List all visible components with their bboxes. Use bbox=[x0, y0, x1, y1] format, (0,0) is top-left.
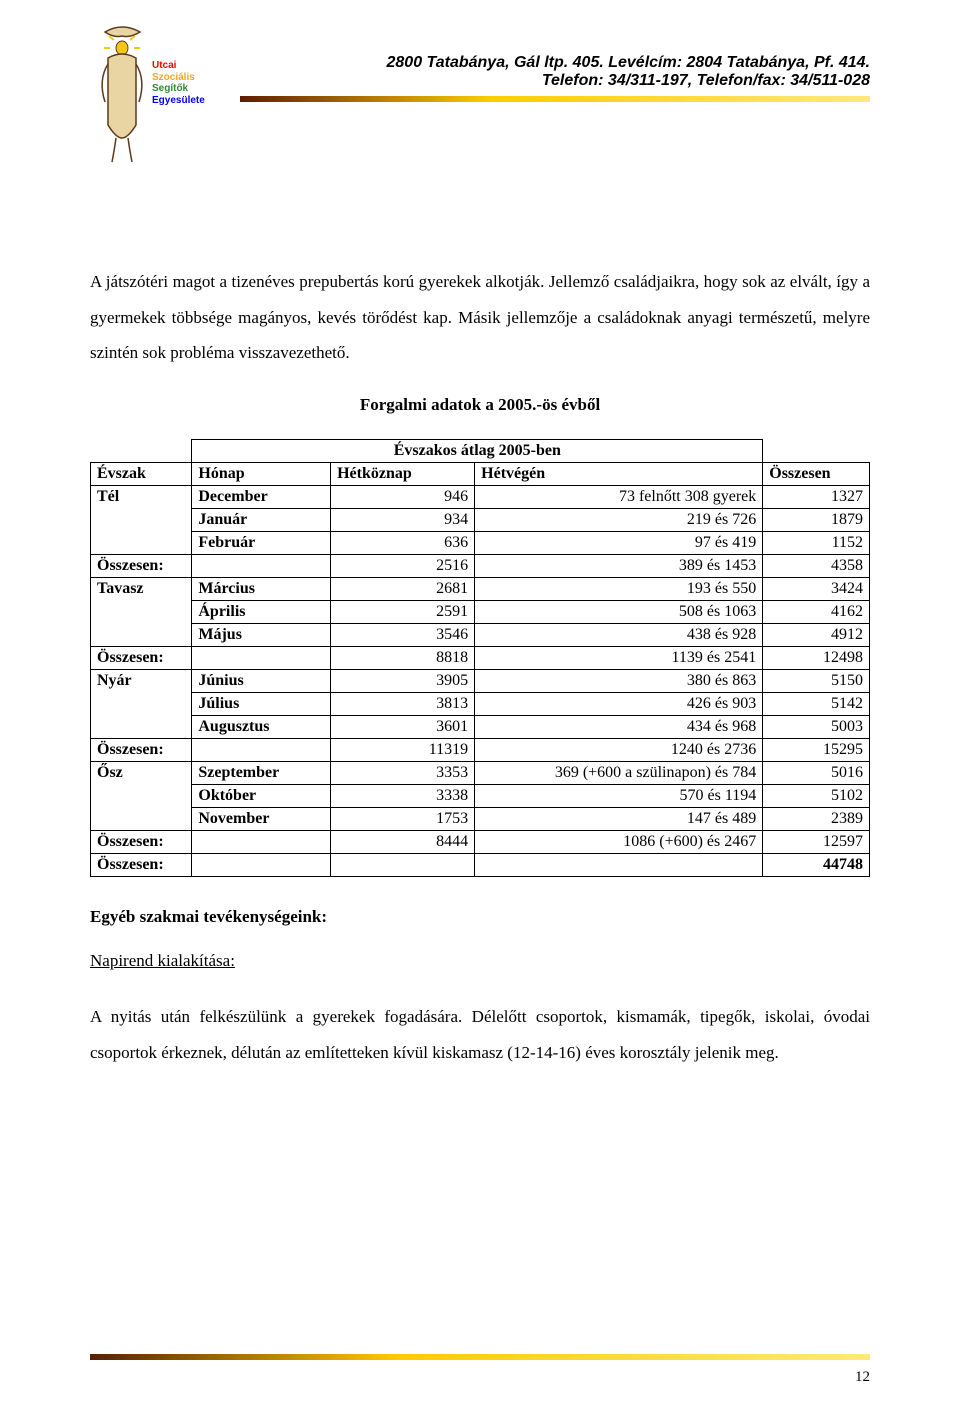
table-row: Tél December 946 73 felnőtt 308 gyerek 1… bbox=[91, 486, 870, 509]
table-row-sum: Összesen: 2516 389 és 1453 4358 bbox=[91, 555, 870, 578]
section-other-activities: Egyéb szakmai tevékenységeink: bbox=[90, 907, 870, 927]
th-osszesen: Összesen bbox=[763, 463, 870, 486]
table-row: Január 934 219 és 726 1879 bbox=[91, 509, 870, 532]
org-line-4: Egyesülete bbox=[152, 95, 205, 106]
table-caption: Forgalmi adatok a 2005.-ös évből bbox=[90, 395, 870, 415]
content: A játszótéri magot a tizenéves prepubert… bbox=[90, 164, 870, 1070]
logo-area: Utcai Szociális Segítők Egyesülete bbox=[90, 20, 230, 160]
seasonal-table: Évszakos átlag 2005-ben Évszak Hónap Hét… bbox=[90, 439, 870, 877]
table-row-sum: Összesen: 8818 1139 és 2541 12498 bbox=[91, 647, 870, 670]
header-divider bbox=[240, 96, 870, 102]
paragraph-2: A nyitás után felkészülünk a gyerekek fo… bbox=[90, 999, 870, 1070]
org-line-3: Segítők bbox=[152, 83, 188, 94]
table-row: November 1753 147 és 489 2389 bbox=[91, 808, 870, 831]
th-hetvegen: Hétvégén bbox=[475, 463, 763, 486]
table-row: Augusztus 3601 434 és 968 5003 bbox=[91, 716, 870, 739]
table-row: Február 636 97 és 419 1152 bbox=[91, 532, 870, 555]
th-hetkoznap: Hétköznap bbox=[331, 463, 475, 486]
table-row-grand: Összesen: 44748 bbox=[91, 854, 870, 877]
table-row-sum: Összesen: 8444 1086 (+600) és 2467 12597 bbox=[91, 831, 870, 854]
org-line-1: Utcai bbox=[152, 60, 176, 71]
logo-icon bbox=[90, 20, 155, 170]
address-line-1: 2800 Tatabánya, Gál ltp. 405. Levélcím: … bbox=[240, 54, 870, 72]
paragraph-1: A játszótéri magot a tizenéves prepubert… bbox=[90, 264, 870, 371]
section-schedule: Napirend kialakítása: bbox=[90, 951, 870, 971]
footer-divider bbox=[90, 1354, 870, 1360]
address-line-2: Telefon: 34/311-197, Telefon/fax: 34/511… bbox=[240, 72, 870, 90]
table-row: Július 3813 426 és 903 5142 bbox=[91, 693, 870, 716]
header-address: 2800 Tatabánya, Gál ltp. 405. Levélcím: … bbox=[240, 20, 870, 102]
org-line-2: Szociális bbox=[152, 72, 195, 83]
page-number: 12 bbox=[855, 1369, 870, 1386]
table-title: Évszakos átlag 2005-ben bbox=[192, 440, 763, 463]
th-honap: Hónap bbox=[192, 463, 331, 486]
table-row: Tavasz Március 2681 193 és 550 3424 bbox=[91, 578, 870, 601]
org-name: Utcai Szociális Segítők Egyesülete bbox=[152, 60, 205, 106]
th-evszak: Évszak bbox=[91, 463, 192, 486]
table-row-sum: Összesen: 11319 1240 és 2736 15295 bbox=[91, 739, 870, 762]
table-row: Május 3546 438 és 928 4912 bbox=[91, 624, 870, 647]
table-row: Ősz Szeptember 3353 369 (+600 a szülinap… bbox=[91, 762, 870, 785]
page: Utcai Szociális Segítők Egyesülete 2800 … bbox=[0, 0, 960, 1410]
table-row: Október 3338 570 és 1194 5102 bbox=[91, 785, 870, 808]
header: Utcai Szociális Segítők Egyesülete 2800 … bbox=[90, 20, 870, 160]
table-row: Április 2591 508 és 1063 4162 bbox=[91, 601, 870, 624]
table-row: Nyár Június 3905 380 és 863 5150 bbox=[91, 670, 870, 693]
